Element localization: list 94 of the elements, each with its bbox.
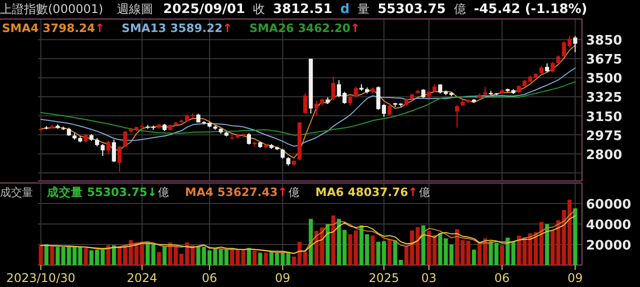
text: -45.42 (-1.18%) — [474, 2, 588, 17]
x-tick-label: 06 — [494, 271, 510, 285]
bar — [466, 240, 470, 265]
bar — [168, 242, 172, 265]
candlestick — [438, 84, 442, 94]
candlestick — [354, 86, 358, 98]
bar — [506, 238, 510, 265]
bar — [162, 246, 167, 265]
bar — [241, 250, 246, 265]
y-tick-label: 3500 — [586, 72, 622, 87]
bar — [38, 245, 43, 265]
line-series — [40, 68, 576, 147]
y-tick-label: 40000 — [586, 218, 632, 233]
y-tick-label: 2975 — [586, 128, 622, 144]
bar — [84, 248, 88, 265]
bar — [573, 208, 578, 265]
candlestick — [331, 76, 336, 102]
y-tick-label: 2800 — [586, 148, 622, 163]
text: 億 — [418, 186, 430, 199]
y-tick-label: 20000 — [586, 238, 632, 254]
candlestick — [280, 148, 285, 160]
y-tick-label: 3325 — [586, 90, 622, 106]
bar — [421, 225, 426, 265]
text: 量 — [358, 2, 370, 16]
bar — [511, 242, 516, 265]
candlestick — [573, 36, 578, 53]
chart-title: 成交量 — [0, 186, 33, 199]
x-tick-label: 03 — [421, 271, 437, 285]
candlestick — [106, 140, 110, 154]
y-tick-label: 3675 — [586, 52, 622, 68]
candlestick — [455, 104, 460, 128]
bar — [252, 250, 257, 265]
candlestick — [100, 144, 105, 156]
x-tick-label: 09 — [275, 271, 290, 285]
bar — [370, 236, 375, 265]
bar — [354, 230, 358, 265]
candlestick — [348, 95, 352, 106]
candlestick — [246, 132, 251, 146]
candlestick — [550, 61, 555, 73]
bar — [308, 218, 313, 265]
text: 億 — [288, 186, 300, 199]
chart-subtitle: 週線圖 — [117, 2, 154, 16]
x-tick-label: 2025 — [368, 271, 400, 285]
bar — [500, 245, 504, 265]
bar — [545, 224, 550, 265]
bar — [398, 260, 403, 265]
candlestick — [112, 139, 116, 163]
candlestick — [303, 92, 308, 114]
text: 成交量 55303.75↓ — [46, 185, 158, 199]
text: 億 — [454, 2, 466, 16]
bar — [264, 252, 268, 265]
text: SMA13 3589.22↑ — [122, 21, 232, 35]
bar — [44, 244, 48, 265]
text: MA4 53627.43↑ — [185, 185, 288, 199]
bar — [326, 224, 330, 265]
bar — [393, 240, 398, 265]
bar — [472, 250, 476, 265]
x-tick-label: 2024 — [126, 271, 158, 285]
candlestick — [388, 102, 392, 116]
bar — [550, 230, 555, 265]
bar — [348, 234, 352, 265]
text: d — [340, 2, 350, 17]
candlestick — [123, 130, 128, 148]
y-tick-label: 3150 — [586, 110, 622, 125]
chart-title: 上證指數(000001) — [0, 2, 104, 16]
line-series — [40, 81, 576, 136]
text: 55303.75 — [378, 2, 446, 17]
text: MA6 48037.76↑ — [315, 185, 418, 199]
bar — [246, 248, 251, 265]
bar — [146, 242, 150, 265]
text: SMA26 3462.20↑ — [249, 21, 360, 35]
text: 2025/09/01 — [163, 2, 246, 17]
y-tick-label: 3850 — [586, 34, 622, 49]
bar — [50, 246, 54, 265]
candlestick — [118, 146, 122, 172]
text: SMA4 3798.24↑ — [2, 21, 105, 35]
bar — [331, 215, 336, 265]
x-tick-label: 06 — [202, 271, 218, 285]
x-tick-label: 09 — [568, 271, 583, 285]
bar — [438, 233, 442, 265]
bar — [151, 244, 156, 265]
text: 3812.51 — [273, 2, 332, 17]
x-tick-label: 2023/10/30 — [6, 271, 76, 285]
bar — [156, 252, 161, 265]
bar — [388, 239, 392, 265]
bar — [106, 245, 110, 265]
y-tick-label: 60000 — [586, 198, 632, 212]
bar — [56, 246, 60, 265]
bar — [112, 245, 116, 265]
y-axis-title: 億 — [158, 186, 170, 199]
bar — [258, 252, 262, 265]
candlestick — [314, 100, 318, 116]
bar — [286, 252, 290, 265]
text: 收 — [253, 2, 266, 16]
